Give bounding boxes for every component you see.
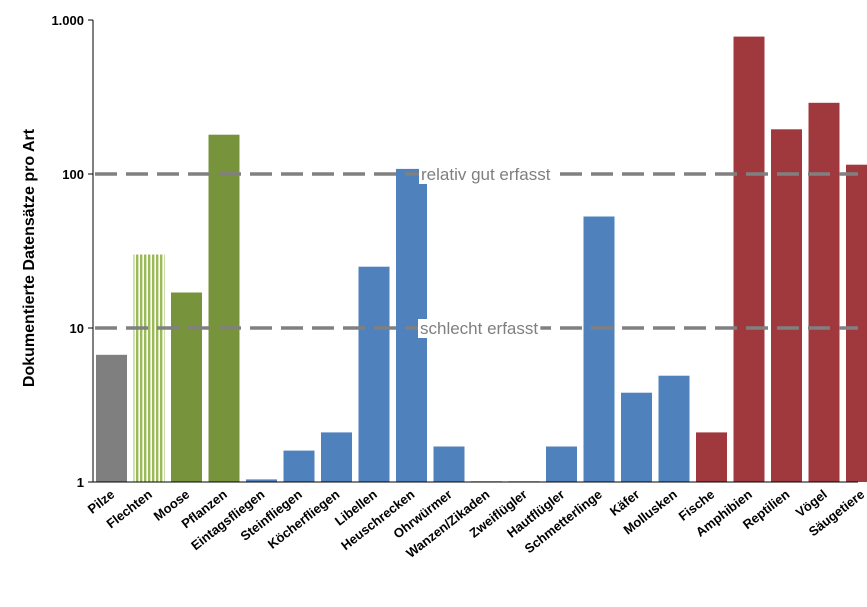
bar-fische (696, 432, 727, 482)
bar-säugetiere (846, 164, 867, 482)
axes: 1 10 100 1.000 (51, 13, 858, 490)
bar-hautflügler (546, 446, 577, 482)
bars-layer (96, 36, 867, 483)
y-axis-label: Dokumentierte Datensätze pro Art (21, 128, 38, 387)
bar-moose (171, 292, 202, 482)
reference-label-background (418, 319, 541, 338)
bar-reptilien (771, 129, 802, 483)
bar-flechten (133, 254, 165, 482)
y-tick-label: 100 (62, 167, 84, 182)
reference-lines: relativ gut erfasst schlecht erfasst (95, 165, 858, 338)
y-tick-label: 10 (70, 321, 84, 336)
y-tick-label: 1.000 (51, 13, 84, 28)
y-tick-label: 1 (77, 475, 84, 490)
reference-line-label-1: schlecht erfasst (420, 319, 538, 338)
bar-steinfliegen (283, 450, 315, 482)
bar-köcherfliegen (321, 432, 352, 482)
bar-pflanzen (208, 134, 240, 482)
reference-label-background (419, 165, 553, 184)
bar-mollusken (658, 375, 690, 482)
category-labels: PilzeFlechtenMoosePflanzenEintagsfliegen… (85, 487, 867, 561)
bar-pilze (96, 354, 127, 482)
bar-schmetterlinge (583, 216, 615, 482)
bar-libellen (358, 266, 390, 482)
bar-vögel (808, 102, 840, 483)
bar-eintagsfliegen (246, 479, 277, 482)
bar-käfer (621, 392, 652, 482)
bar-amphibien (733, 36, 765, 482)
reference-line-label-0: relativ gut erfasst (421, 165, 551, 184)
bar-ohrwürmer (433, 446, 465, 482)
